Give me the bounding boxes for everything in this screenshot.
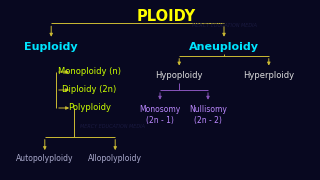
- Text: Hypoploidy: Hypoploidy: [156, 71, 203, 80]
- Text: Monoploidy (n): Monoploidy (n): [58, 68, 121, 76]
- Text: Nullisomy
(2n - 2): Nullisomy (2n - 2): [189, 105, 227, 125]
- Text: Aneuploidy: Aneuploidy: [189, 42, 259, 52]
- Text: Autopolyploidy: Autopolyploidy: [16, 154, 74, 163]
- Text: MERCY EDUCATION MEDIA: MERCY EDUCATION MEDIA: [79, 123, 145, 129]
- Text: MERCY EDUCATION MEDIA: MERCY EDUCATION MEDIA: [191, 23, 257, 28]
- Text: Diploidy (2n): Diploidy (2n): [62, 86, 117, 94]
- Text: Hyperploidy: Hyperploidy: [243, 71, 294, 80]
- Text: Monosomy
(2n - 1): Monosomy (2n - 1): [140, 105, 180, 125]
- Text: Euploidy: Euploidy: [24, 42, 78, 52]
- Text: Allopolyploidy: Allopolyploidy: [88, 154, 142, 163]
- Text: Polyploidy: Polyploidy: [68, 103, 111, 112]
- Text: PLOIDY: PLOIDY: [137, 9, 196, 24]
